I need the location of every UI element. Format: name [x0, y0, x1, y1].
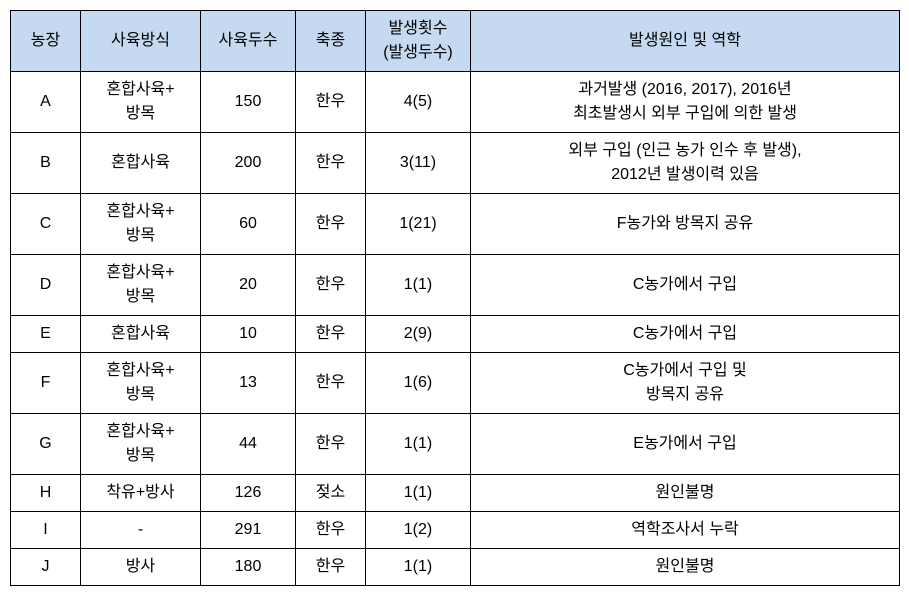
header-method: 사육방식 [81, 11, 201, 72]
table-row: G혼합사육+ 방목44한우1(1)E농가에서 구입 [11, 414, 900, 475]
cell-count: 44 [201, 414, 296, 475]
table-row: F혼합사육+ 방목13한우1(6)C농가에서 구입 및 방목지 공유 [11, 353, 900, 414]
cell-species: 젖소 [296, 475, 366, 512]
cell-farm: D [11, 255, 81, 316]
cell-method: 방사 [81, 549, 201, 586]
cell-farm: J [11, 549, 81, 586]
cell-species: 한우 [296, 72, 366, 133]
cell-species: 한우 [296, 194, 366, 255]
cell-farm: E [11, 316, 81, 353]
cell-method: - [81, 512, 201, 549]
table-row: I-291한우1(2)역학조사서 누락 [11, 512, 900, 549]
cell-method: 혼합사육 [81, 133, 201, 194]
table-row: J방사180한우1(1)원인불명 [11, 549, 900, 586]
cell-count: 200 [201, 133, 296, 194]
cell-species: 한우 [296, 549, 366, 586]
header-occur: 발생횟수 (발생두수) [366, 11, 471, 72]
cell-occur: 4(5) [366, 72, 471, 133]
header-farm: 농장 [11, 11, 81, 72]
table-row: D혼합사육+ 방목20한우1(1)C농가에서 구입 [11, 255, 900, 316]
cell-cause: C농가에서 구입 [471, 316, 900, 353]
cell-cause: 원인불명 [471, 549, 900, 586]
cell-count: 60 [201, 194, 296, 255]
cell-occur: 1(21) [366, 194, 471, 255]
cell-method: 착유+방사 [81, 475, 201, 512]
header-row: 농장 사육방식 사육두수 축종 발생횟수 (발생두수) 발생원인 및 역학 [11, 11, 900, 72]
cell-method: 혼합사육 [81, 316, 201, 353]
cell-cause: E농가에서 구입 [471, 414, 900, 475]
cell-count: 126 [201, 475, 296, 512]
header-cause: 발생원인 및 역학 [471, 11, 900, 72]
table-row: H착유+방사126젖소1(1)원인불명 [11, 475, 900, 512]
cell-cause: 원인불명 [471, 475, 900, 512]
cell-species: 한우 [296, 316, 366, 353]
cell-species: 한우 [296, 512, 366, 549]
cell-occur: 3(11) [366, 133, 471, 194]
cell-farm: A [11, 72, 81, 133]
cell-cause: C농가에서 구입 [471, 255, 900, 316]
cell-farm: H [11, 475, 81, 512]
cell-occur: 1(1) [366, 475, 471, 512]
cell-occur: 1(2) [366, 512, 471, 549]
cell-method: 혼합사육+ 방목 [81, 353, 201, 414]
cell-occur: 1(1) [366, 255, 471, 316]
cell-occur: 1(1) [366, 414, 471, 475]
cell-species: 한우 [296, 414, 366, 475]
cell-count: 10 [201, 316, 296, 353]
cell-method: 혼합사육+ 방목 [81, 194, 201, 255]
cell-cause: 과거발생 (2016, 2017), 2016년 최초발생시 외부 구입에 의한… [471, 72, 900, 133]
cell-species: 한우 [296, 133, 366, 194]
cell-farm: B [11, 133, 81, 194]
table-header: 농장 사육방식 사육두수 축종 발생횟수 (발생두수) 발생원인 및 역학 [11, 11, 900, 72]
cell-occur: 1(6) [366, 353, 471, 414]
cell-count: 150 [201, 72, 296, 133]
cell-occur: 1(1) [366, 549, 471, 586]
cell-cause: C농가에서 구입 및 방목지 공유 [471, 353, 900, 414]
cell-count: 180 [201, 549, 296, 586]
cell-method: 혼합사육+ 방목 [81, 414, 201, 475]
cell-count: 291 [201, 512, 296, 549]
data-table: 농장 사육방식 사육두수 축종 발생횟수 (발생두수) 발생원인 및 역학 A혼… [10, 10, 900, 586]
cell-method: 혼합사육+ 방목 [81, 72, 201, 133]
cell-count: 13 [201, 353, 296, 414]
cell-cause: 역학조사서 누락 [471, 512, 900, 549]
cell-species: 한우 [296, 353, 366, 414]
cell-farm: F [11, 353, 81, 414]
cell-cause: 외부 구입 (인근 농가 인수 후 발생), 2012년 발생이력 있음 [471, 133, 900, 194]
table-row: B혼합사육200한우3(11)외부 구입 (인근 농가 인수 후 발생), 20… [11, 133, 900, 194]
table-row: A혼합사육+ 방목150한우4(5)과거발생 (2016, 2017), 201… [11, 72, 900, 133]
cell-cause: F농가와 방목지 공유 [471, 194, 900, 255]
cell-farm: I [11, 512, 81, 549]
table-body: A혼합사육+ 방목150한우4(5)과거발생 (2016, 2017), 201… [11, 72, 900, 586]
cell-species: 한우 [296, 255, 366, 316]
cell-method: 혼합사육+ 방목 [81, 255, 201, 316]
header-count: 사육두수 [201, 11, 296, 72]
table-row: C혼합사육+ 방목60한우1(21)F농가와 방목지 공유 [11, 194, 900, 255]
header-species: 축종 [296, 11, 366, 72]
cell-occur: 2(9) [366, 316, 471, 353]
cell-count: 20 [201, 255, 296, 316]
table-row: E혼합사육10한우2(9)C농가에서 구입 [11, 316, 900, 353]
cell-farm: C [11, 194, 81, 255]
cell-farm: G [11, 414, 81, 475]
